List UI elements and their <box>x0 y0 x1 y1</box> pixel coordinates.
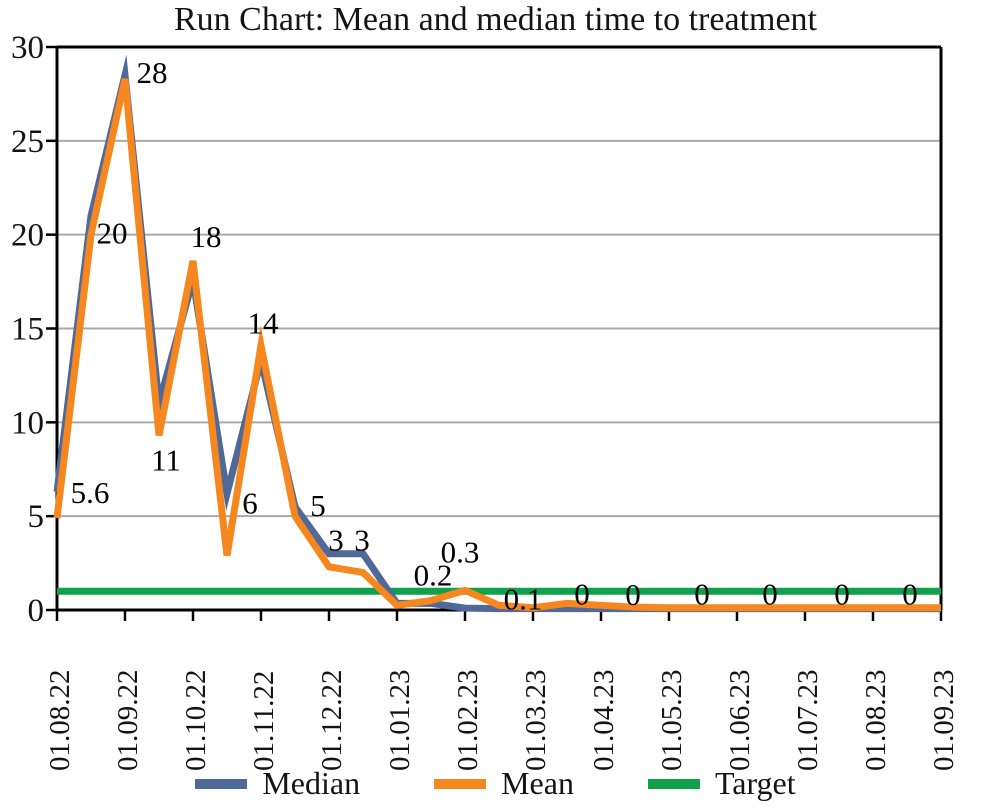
y-axis-label-30: 30 <box>11 30 44 66</box>
legend-label-median: Median <box>262 765 361 801</box>
x-axis-label-01.11.22: 01.11.22 <box>248 671 280 771</box>
data-label-0-17: 0 <box>625 577 641 612</box>
data-label-0-21: 0 <box>762 577 778 612</box>
data-label-0-15: 0 <box>574 576 590 611</box>
data-label-6-5: 6 <box>242 486 258 521</box>
mean-line <box>53 78 941 612</box>
data-label-28-2: 28 <box>137 55 168 90</box>
legend-item-median: Median <box>195 765 360 802</box>
data-label-0-25: 0 <box>902 577 918 612</box>
data-label-0-23: 0 <box>834 577 850 612</box>
x-axis-label-01.10.22: 01.10.22 <box>180 670 212 772</box>
legend-item-target: Target <box>647 765 796 802</box>
mean-swatch-icon <box>434 778 487 789</box>
y-axis-label-15: 15 <box>11 312 44 348</box>
x-axis-label-01.09.22: 01.09.22 <box>112 670 144 772</box>
data-label-11-3: 11 <box>151 443 181 478</box>
x-axis-label-01.12.22: 01.12.22 <box>316 670 348 772</box>
x-axis-label-01.03.23: 01.03.23 <box>520 670 552 772</box>
legend-item-mean: Mean <box>434 765 574 802</box>
data-label-20-1: 20 <box>97 216 128 251</box>
x-axis-label-01.09.23: 01.09.23 <box>928 670 960 772</box>
x-axis-label-01.04.23: 01.04.23 <box>588 670 620 772</box>
data-label-3-9: 3 <box>354 523 370 558</box>
data-label-0.1-14: 0.1 <box>504 582 543 617</box>
data-label-0.3-12: 0.3 <box>441 534 480 569</box>
legend-label-target: Target <box>714 765 796 801</box>
data-label-0.2-11: 0.2 <box>414 558 453 593</box>
median-line <box>53 54 941 613</box>
chart-title: Run Chart: Mean and median time to treat… <box>174 1 817 38</box>
x-axis-label-01.07.23: 01.07.23 <box>792 670 824 772</box>
data-label-0-19: 0 <box>694 577 710 612</box>
target-swatch-icon <box>647 778 700 789</box>
data-label-14-6: 14 <box>248 305 280 340</box>
x-axis-label-01.05.23: 01.05.23 <box>656 670 688 772</box>
x-axis-label-01.06.23: 01.06.23 <box>724 670 756 772</box>
y-axis-label-20: 20 <box>11 218 44 254</box>
y-axis-label-0: 0 <box>28 593 45 629</box>
data-label-5.6-0: 5.6 <box>71 475 110 510</box>
data-label-18-4: 18 <box>191 219 222 254</box>
x-axis-label-01.02.23: 01.02.23 <box>452 670 484 772</box>
x-axis-label-01.08.22: 01.08.22 <box>44 670 76 772</box>
x-axis-label-01.01.23: 01.01.23 <box>384 670 416 772</box>
data-label-3-8: 3 <box>328 523 344 558</box>
y-axis-label-10: 10 <box>11 405 44 441</box>
legend-label-mean: Mean <box>501 765 574 801</box>
legend: Median Mean Target <box>0 765 991 802</box>
x-axis-label-01.08.23: 01.08.23 <box>860 670 892 772</box>
median-swatch-icon <box>195 778 248 789</box>
y-axis-label-5: 5 <box>28 499 45 535</box>
y-axis-label-25: 25 <box>11 124 44 160</box>
data-label-5-7: 5 <box>310 488 326 523</box>
